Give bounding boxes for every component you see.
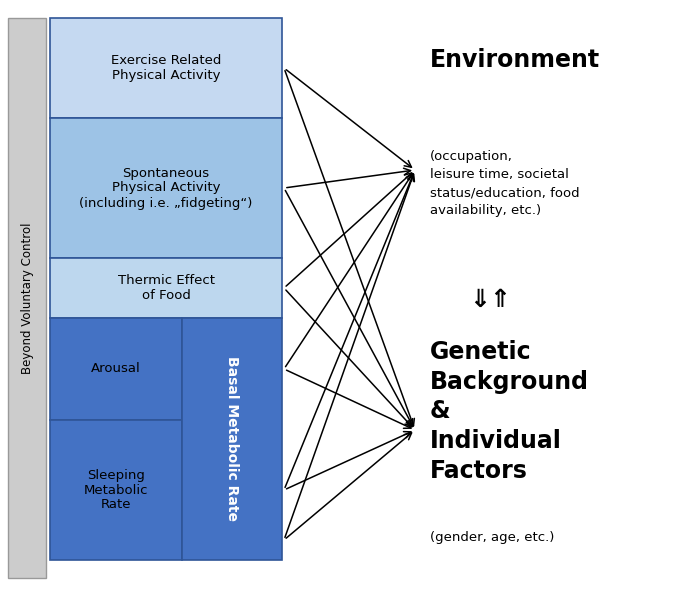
Text: Basal Metabolic Rate: Basal Metabolic Rate: [225, 356, 239, 522]
Text: Genetic
Background
&
Individual
Factors: Genetic Background & Individual Factors: [430, 340, 589, 483]
Bar: [8, 18, 46, 578]
Bar: [50, 258, 282, 318]
Text: ⇓⇑: ⇓⇑: [469, 288, 511, 312]
Text: Exercise Related
Physical Activity: Exercise Related Physical Activity: [111, 54, 221, 82]
Bar: [50, 318, 182, 420]
Bar: [50, 420, 182, 560]
Text: Beyond Voluntary Control: Beyond Voluntary Control: [20, 222, 34, 374]
Bar: [182, 318, 282, 560]
Text: (occupation,
leisure time, societal
status/education, food
availability, etc.): (occupation, leisure time, societal stat…: [430, 150, 579, 217]
Text: (gender, age, etc.): (gender, age, etc.): [430, 532, 554, 545]
Text: Sleeping
Metabolic
Rate: Sleeping Metabolic Rate: [84, 469, 148, 511]
Text: Environment: Environment: [430, 48, 600, 72]
Text: Thermic Effect
of Food: Thermic Effect of Food: [118, 274, 214, 302]
Text: Arousal: Arousal: [91, 362, 141, 375]
Text: Spontaneous
Physical Activity
(including i.e. „fidgeting“): Spontaneous Physical Activity (including…: [79, 166, 253, 210]
Bar: [50, 118, 282, 258]
Bar: [50, 18, 282, 118]
